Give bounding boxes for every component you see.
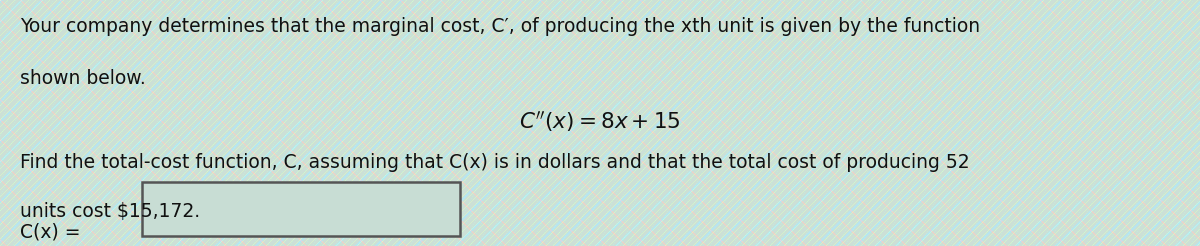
Text: units cost $15,172.: units cost $15,172. <box>20 202 200 221</box>
Text: $C''(x) = 8x + 15$: $C''(x) = 8x + 15$ <box>520 109 680 134</box>
Text: Find the total-cost function, C, assuming that C(x) is in dollars and that the t: Find the total-cost function, C, assumin… <box>20 153 970 171</box>
Text: Your company determines that the marginal cost, C′, of producing the xth unit is: Your company determines that the margina… <box>20 17 980 36</box>
Text: shown below.: shown below. <box>20 69 146 88</box>
Text: C(x) =: C(x) = <box>20 222 80 241</box>
FancyBboxPatch shape <box>142 182 460 236</box>
